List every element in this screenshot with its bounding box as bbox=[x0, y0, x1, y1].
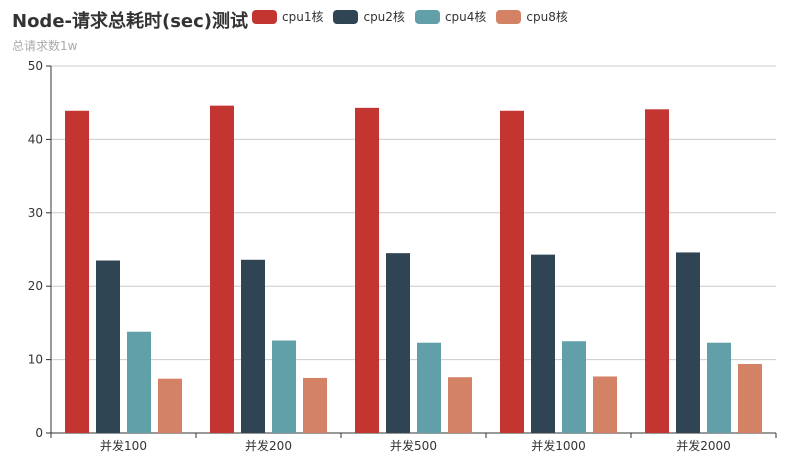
bar-cpu1核-并发100 bbox=[65, 110, 89, 434]
bar-cpu8核-并发200 bbox=[303, 377, 327, 433]
legend-swatch bbox=[252, 9, 277, 24]
bar-cpu4核-并发500 bbox=[417, 342, 441, 433]
bar-cpu1核-并发500 bbox=[355, 107, 379, 433]
y-tick-label: 30 bbox=[28, 206, 43, 220]
chart-subtitle: 总请求数1w bbox=[12, 39, 78, 53]
legend-item-cpu8核[interactable]: cpu8核 bbox=[496, 8, 568, 25]
y-tick-label: 20 bbox=[28, 279, 43, 293]
legend-label: cpu1核 bbox=[282, 10, 324, 24]
bar-cpu2核-并发200 bbox=[241, 259, 265, 433]
x-tick-label: 并发1000 bbox=[531, 438, 586, 453]
bar-cpu4核-并发100 bbox=[127, 331, 151, 433]
y-tick-label: 40 bbox=[28, 132, 43, 146]
bar-cpu4核-并发1000 bbox=[562, 341, 586, 433]
legend-label: cpu8核 bbox=[526, 10, 568, 24]
bar-cpu8核-并发1000 bbox=[593, 376, 617, 433]
bar-cpu8核-并发500 bbox=[448, 377, 472, 433]
legend-item-cpu2核[interactable]: cpu2核 bbox=[333, 8, 405, 25]
y-tick-label: 10 bbox=[28, 353, 43, 367]
bar-cpu2核-并发100 bbox=[96, 260, 120, 433]
bar-cpu1核-并发2000 bbox=[645, 109, 669, 433]
bar-cpu4核-并发200 bbox=[272, 340, 296, 433]
bar-cpu8核-并发100 bbox=[158, 378, 182, 433]
bar-cpu2核-并发2000 bbox=[676, 252, 700, 433]
legend-swatch bbox=[414, 9, 440, 24]
bar-cpu8核-并发2000 bbox=[738, 364, 762, 433]
legend-label: cpu2核 bbox=[363, 10, 405, 24]
x-tick-label: 并发200 bbox=[245, 438, 292, 453]
x-tick-label: 并发100 bbox=[100, 438, 147, 453]
bar-cpu4核-并发2000 bbox=[707, 342, 731, 433]
legend: cpu1核 cpu2核 cpu4核 cpu8核 bbox=[252, 8, 578, 25]
legend-item-cpu4核[interactable]: cpu4核 bbox=[414, 8, 487, 25]
bar-cpu1核-并发200 bbox=[210, 105, 234, 434]
legend-label: cpu4核 bbox=[444, 10, 487, 24]
x-tick-label: 并发2000 bbox=[676, 438, 731, 453]
bar-cpu1核-并发1000 bbox=[500, 110, 524, 434]
y-tick-label: 0 bbox=[35, 426, 43, 440]
x-tick-label: 并发500 bbox=[390, 438, 437, 453]
chart-title: Node-请求总耗时(sec)测试 bbox=[12, 11, 249, 32]
legend-swatch bbox=[333, 9, 359, 24]
legend-swatch bbox=[496, 9, 522, 24]
bar-cpu2核-并发1000 bbox=[531, 254, 555, 433]
y-tick-label: 50 bbox=[28, 59, 43, 73]
bar-cpu2核-并发500 bbox=[386, 253, 410, 433]
legend-item-cpu1核[interactable]: cpu1核 bbox=[252, 8, 323, 25]
